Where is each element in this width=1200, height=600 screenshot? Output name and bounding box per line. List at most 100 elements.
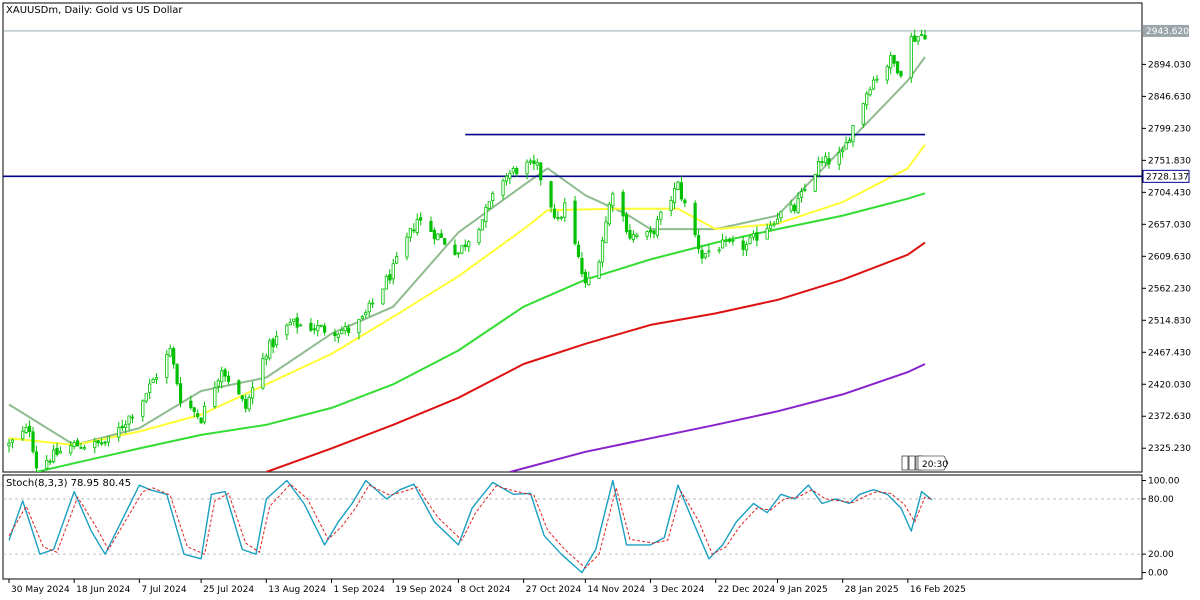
candle-body	[79, 447, 83, 449]
price-panel-frame	[2, 2, 1143, 473]
current-price-label: 2943.620	[1146, 27, 1189, 37]
candle-body	[429, 220, 433, 233]
candle-body	[381, 288, 385, 305]
candle-body	[357, 318, 361, 334]
current-price-tag	[1143, 24, 1189, 37]
candle-body	[916, 36, 920, 42]
candle-body	[817, 161, 821, 176]
candle-body	[467, 241, 471, 248]
candle-body	[580, 258, 584, 275]
moving-averages	[8, 56, 926, 472]
price-tick-label: 2846.630	[1148, 92, 1191, 102]
candle-body	[419, 217, 423, 221]
candle-body	[745, 243, 749, 251]
candle-body	[720, 239, 725, 249]
candle-body	[803, 189, 807, 191]
stoch-signal-line	[8, 483, 933, 569]
time-tick-label: 7 Jul 2024	[141, 585, 186, 595]
stoch-main-line	[8, 479, 933, 574]
candle-body	[899, 70, 903, 77]
time-marker-label: 20:30	[922, 460, 948, 470]
stochastic-panel[interactable]: 100.00 80.00 20.00 0.00 Stoch(8,3,3) 78.95 …	[2, 474, 1180, 580]
candle-body	[659, 211, 663, 220]
candle-body	[889, 55, 893, 69]
price-panel[interactable]: 2894.030 2846.630 2799.230 2751.830 2704.430…	[2, 2, 1191, 474]
candle-body	[130, 416, 135, 419]
candle-body	[323, 325, 327, 333]
candle-body	[532, 160, 536, 164]
candle-body	[635, 234, 639, 237]
candle-body	[261, 358, 265, 389]
candle-body	[539, 162, 543, 181]
candle-body	[683, 199, 687, 204]
candle-body	[679, 182, 684, 200]
candle-body	[154, 377, 159, 380]
candle-body	[347, 327, 351, 333]
stochastic-title: Stoch(8,3,3) 78.95 80.45	[6, 478, 131, 489]
candle-body	[703, 253, 708, 258]
candle-body	[144, 393, 148, 402]
candle-body	[27, 425, 32, 433]
candle-body	[847, 140, 852, 143]
candle-body	[696, 235, 701, 250]
candle-body	[172, 348, 176, 365]
candle-body	[573, 200, 577, 244]
time-tick-label: 19 Sep 2024	[395, 585, 452, 595]
time-tick-label: 25 Jul 2024	[203, 585, 254, 595]
candle-body	[405, 236, 409, 258]
candle-body	[885, 66, 889, 81]
time-tick-label: 9 Jan 2025	[779, 585, 827, 595]
candle-body	[765, 228, 769, 240]
candle-body	[285, 324, 289, 336]
moving-average-4	[265, 241, 926, 472]
time-marker-box-1	[901, 455, 909, 471]
candle-body	[871, 79, 876, 90]
candle-body	[769, 224, 773, 229]
candle-body	[141, 400, 145, 417]
candle-body	[535, 162, 539, 166]
candle-body	[919, 34, 924, 37]
candle-body	[106, 436, 111, 443]
candle-body	[755, 232, 759, 241]
time-tick-label: 1 Sep 2024	[333, 585, 385, 595]
candle-body	[552, 208, 557, 218]
candle-body	[511, 168, 515, 173]
candle-body	[611, 193, 615, 207]
candle-body	[600, 240, 605, 263]
candle-body	[340, 329, 344, 334]
candle-body	[823, 156, 828, 164]
candle-body	[24, 426, 28, 433]
horizontal-line-label: 2728.137	[1146, 172, 1189, 182]
stoch-tick-label: 0.00	[1148, 569, 1168, 579]
candle-body	[813, 173, 817, 192]
candle-body	[55, 447, 59, 455]
candle-body	[384, 276, 388, 290]
candle-body	[34, 451, 39, 469]
time-tick-label: 28 Jan 2025	[845, 585, 899, 595]
candle-body	[189, 400, 193, 409]
time-tick-label: 13 Aug 2024	[268, 585, 326, 595]
candle-body	[371, 302, 375, 305]
stoch-tick-label: 20.00	[1148, 550, 1174, 560]
candle-body	[841, 149, 845, 153]
candle-body	[837, 152, 841, 165]
candle-body	[648, 229, 653, 233]
candle-body	[51, 449, 56, 463]
price-tick-label: 2420.030	[1148, 380, 1191, 390]
candle-body	[103, 441, 107, 444]
candle-body	[237, 380, 241, 395]
candle-body	[223, 369, 227, 377]
candle-body	[672, 188, 677, 203]
candle-body	[117, 427, 121, 438]
moving-average-2	[8, 144, 926, 446]
candle-body	[559, 216, 563, 219]
candle-body	[460, 245, 464, 254]
price-tick-label: 2799.230	[1148, 124, 1191, 134]
candle-body	[364, 312, 368, 316]
candle-body	[875, 78, 879, 81]
candle-body	[395, 256, 399, 264]
candle-body	[748, 237, 752, 244]
time-marker: 20:30	[901, 455, 949, 471]
time-tick-label: 3 Dec 2024	[653, 585, 705, 595]
